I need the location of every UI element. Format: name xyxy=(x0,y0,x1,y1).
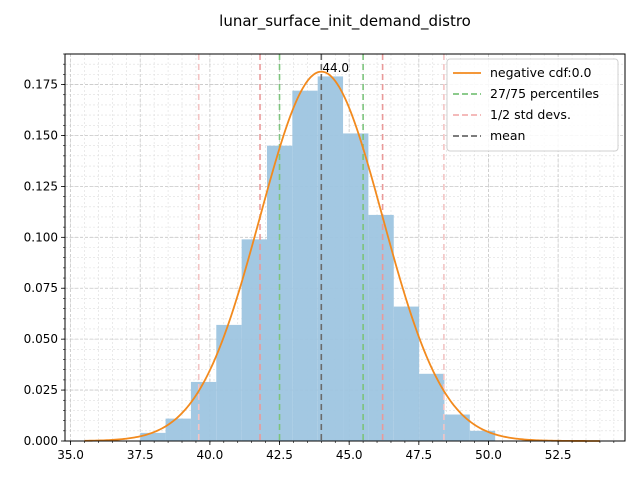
x-tick-label: 47.5 xyxy=(405,448,432,462)
x-tick-label: 35.0 xyxy=(57,448,84,462)
y-tick-label: 0.025 xyxy=(24,383,58,397)
y-tick-label: 0.075 xyxy=(24,281,58,295)
x-tick-label: 50.0 xyxy=(475,448,502,462)
legend-box xyxy=(446,58,619,152)
histogram-bar xyxy=(368,214,394,441)
x-tick-label: 52.5 xyxy=(545,448,572,462)
legend-label: mean xyxy=(490,128,525,143)
y-tick-label: 0.100 xyxy=(24,230,58,244)
legend-label: 1/2 std devs. xyxy=(490,107,571,122)
y-tick-label: 0.000 xyxy=(24,434,58,448)
histogram-bar xyxy=(190,381,217,441)
legend-label: negative cdf:0.0 xyxy=(490,65,592,80)
chart-title: lunar_surface_init_demand_distro xyxy=(219,12,471,30)
histogram-bar xyxy=(165,418,191,441)
y-tick-label: 0.150 xyxy=(24,128,58,142)
x-tick-label: 37.5 xyxy=(127,448,154,462)
x-tick-label: 40.0 xyxy=(197,448,224,462)
x-tick-label: 45.0 xyxy=(336,448,363,462)
legend-label: 27/75 percentiles xyxy=(490,86,599,101)
histogram-bar xyxy=(469,430,496,441)
histogram-bar xyxy=(393,306,420,441)
y-tick-label: 0.050 xyxy=(24,332,58,346)
mean-annotation: 44.0 xyxy=(322,61,349,75)
x-tick-label: 42.5 xyxy=(266,448,293,462)
histogram-bar xyxy=(292,90,318,442)
histogram-bar xyxy=(241,239,267,441)
density-curve xyxy=(84,70,600,442)
histogram-bar xyxy=(343,133,369,442)
y-tick-label: 0.175 xyxy=(24,78,58,92)
histogram-bar xyxy=(216,324,242,441)
histogram-bar xyxy=(140,432,166,441)
y-tick-label: 0.125 xyxy=(24,179,58,193)
